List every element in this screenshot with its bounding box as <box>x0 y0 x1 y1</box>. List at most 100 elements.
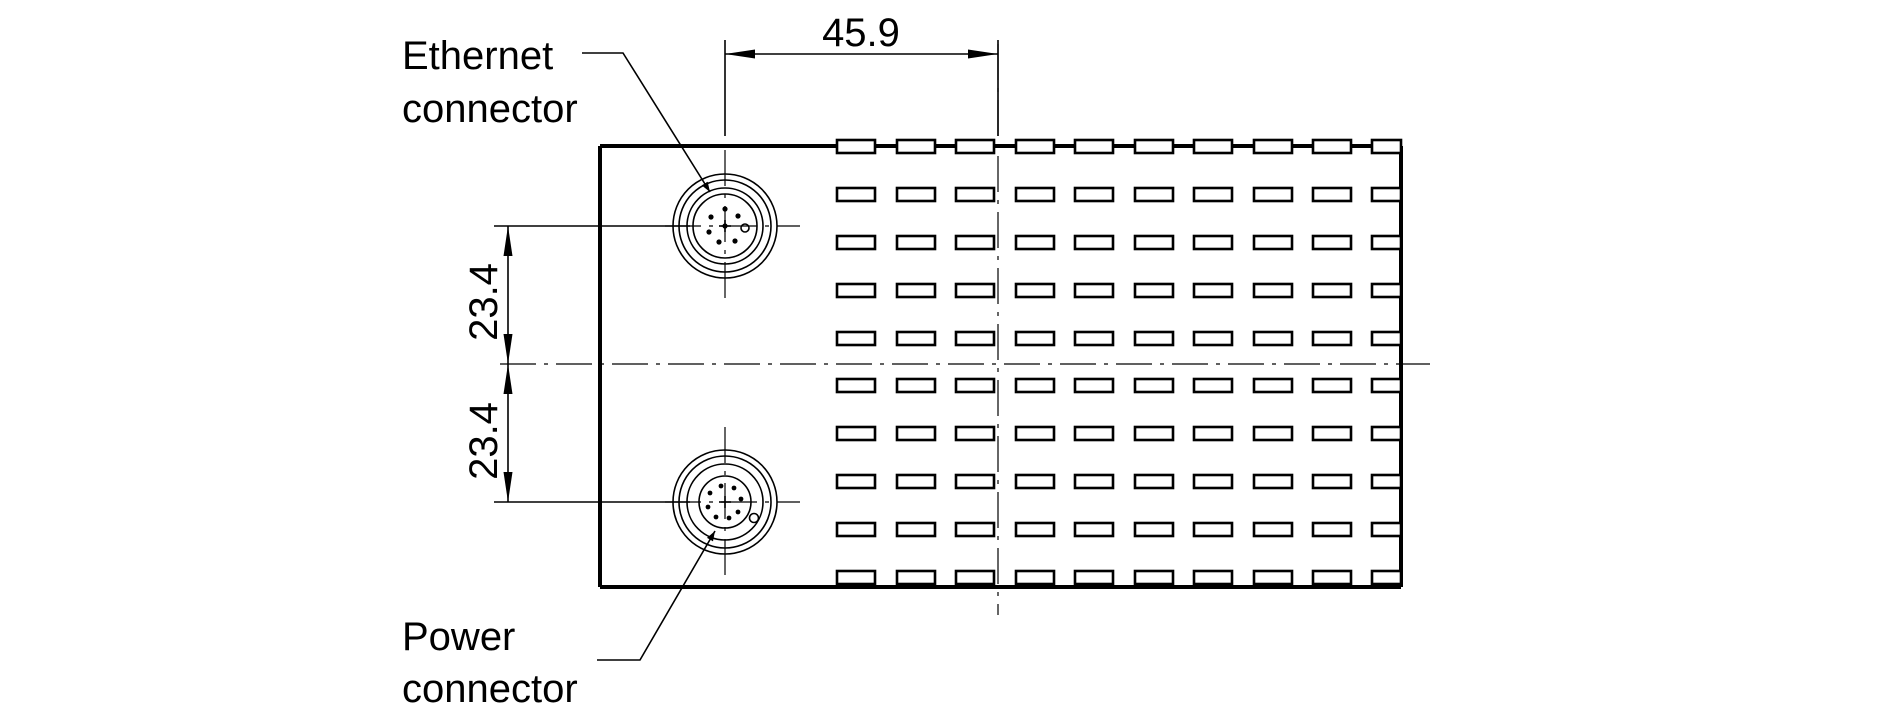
cooling-slot <box>1073 282 1115 299</box>
cooling-slot <box>954 425 996 442</box>
cooling-slot <box>954 521 996 538</box>
cooling-slot <box>1370 377 1403 394</box>
cooling-slot <box>1133 521 1175 538</box>
cooling-slot <box>1370 425 1403 442</box>
power-label-line1: Power <box>402 615 515 659</box>
cooling-slot <box>1311 282 1353 299</box>
cooling-slot <box>1014 377 1056 394</box>
cooling-slot <box>1252 569 1294 586</box>
cooling-slot <box>1252 282 1294 299</box>
cooling-slot <box>895 425 937 442</box>
cooling-slot <box>954 377 996 394</box>
cooling-slot <box>1133 330 1175 347</box>
cooling-slot <box>895 330 937 347</box>
cooling-slot <box>1192 186 1234 203</box>
cooling-slot <box>835 282 877 299</box>
cooling-slot <box>1014 330 1056 347</box>
cooling-slot <box>1311 473 1353 490</box>
housing-outline <box>598 144 1403 589</box>
cooling-slot <box>1370 521 1403 538</box>
cooling-slot <box>1014 569 1056 586</box>
cooling-slot <box>1370 569 1403 586</box>
cooling-slot <box>1073 377 1115 394</box>
cooling-slot <box>895 138 937 155</box>
cooling-slot <box>1014 425 1056 442</box>
cooling-slot <box>1252 473 1294 490</box>
cooling-slot-grid <box>835 138 1403 586</box>
cooling-slot <box>1252 377 1294 394</box>
cooling-slot <box>1370 234 1403 251</box>
cooling-slot <box>835 425 877 442</box>
cooling-slot <box>1311 425 1353 442</box>
cooling-slot <box>1252 234 1294 251</box>
cooling-slot <box>1311 186 1353 203</box>
cooling-slot <box>895 186 937 203</box>
cooling-slot <box>835 186 877 203</box>
cooling-slot <box>1192 377 1234 394</box>
cooling-slot <box>954 234 996 251</box>
cooling-slot <box>1252 425 1294 442</box>
dimension-vertical: 23.4 23.4 <box>462 225 690 503</box>
cooling-slot <box>1014 473 1056 490</box>
cooling-slot <box>1073 521 1115 538</box>
cooling-slot <box>1192 330 1234 347</box>
cooling-slot <box>1252 138 1294 155</box>
cooling-slot <box>1192 138 1234 155</box>
cooling-slot <box>1252 521 1294 538</box>
ethernet-label-line2: connector <box>402 87 578 131</box>
cooling-slot <box>1133 186 1175 203</box>
cooling-slot <box>1014 282 1056 299</box>
cooling-slot <box>835 569 877 586</box>
cooling-slot <box>835 521 877 538</box>
cooling-slot <box>895 282 937 299</box>
cooling-slot <box>954 282 996 299</box>
cooling-slot <box>1073 234 1115 251</box>
cooling-slot <box>1133 138 1175 155</box>
dimension-vertical-top-value: 23.4 <box>462 263 506 341</box>
cooling-slot <box>1133 377 1175 394</box>
cooling-slot <box>1311 138 1353 155</box>
cooling-slot <box>1370 186 1403 203</box>
cooling-slot <box>1192 473 1234 490</box>
cooling-slot <box>835 473 877 490</box>
cooling-slot <box>1073 138 1115 155</box>
cooling-slot <box>895 473 937 490</box>
cooling-slot <box>1133 282 1175 299</box>
cooling-slot <box>835 377 877 394</box>
cooling-slot <box>1133 569 1175 586</box>
cooling-slot <box>1311 330 1353 347</box>
cooling-slot <box>1311 234 1353 251</box>
dimension-horizontal-value: 45.9 <box>822 11 900 55</box>
cooling-slot <box>895 234 937 251</box>
cooling-slot <box>895 569 937 586</box>
cooling-slot <box>1014 186 1056 203</box>
cooling-slot <box>1073 330 1115 347</box>
cooling-slot <box>1133 473 1175 490</box>
cooling-slot <box>1073 186 1115 203</box>
cooling-slot <box>835 330 877 347</box>
cooling-slot <box>1073 569 1115 586</box>
cooling-slot <box>1014 138 1056 155</box>
dimension-horizontal: 45.9 <box>724 11 999 136</box>
cooling-slot <box>895 377 937 394</box>
cooling-slot <box>954 330 996 347</box>
cooling-slot <box>954 569 996 586</box>
cooling-slot <box>895 521 937 538</box>
cooling-slot <box>1192 282 1234 299</box>
dimension-vertical-bottom-value: 23.4 <box>462 402 506 480</box>
cooling-slot <box>1014 234 1056 251</box>
cooling-slot <box>1311 569 1353 586</box>
cooling-slot <box>1073 425 1115 442</box>
cooling-slot <box>1133 425 1175 442</box>
m12-circular-connector-icon <box>672 449 778 555</box>
cooling-slot <box>835 234 877 251</box>
cooling-slot <box>1370 330 1403 347</box>
power-connector-callout: Power connector <box>402 530 716 709</box>
cooling-slot <box>1192 569 1234 586</box>
cooling-slot <box>1014 521 1056 538</box>
cooling-slot <box>1311 521 1353 538</box>
power-label-line2: connector <box>402 667 578 709</box>
ethernet-connector-callout: Ethernet connector <box>402 34 711 193</box>
cooling-slot <box>1252 330 1294 347</box>
